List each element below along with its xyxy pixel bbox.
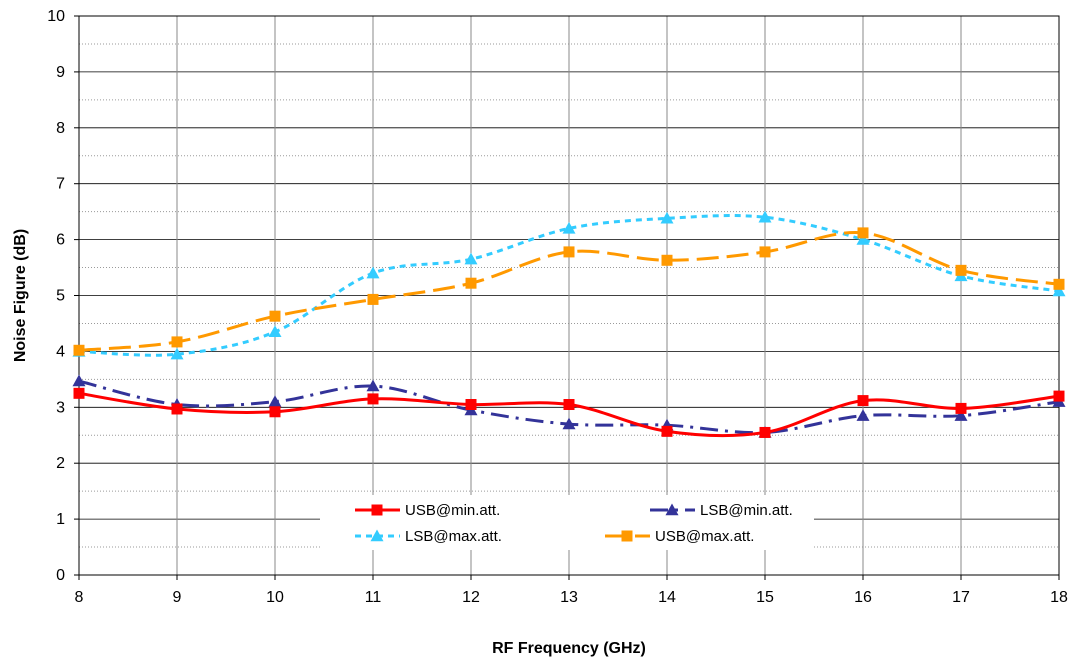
data-point-lsb-min-att [856,409,870,421]
x-tick-label: 17 [952,589,970,606]
legend-label-usb-min-att: USB@min.att. [405,502,500,519]
x-tick-label: 15 [756,589,774,606]
data-point-lsb-min-att [268,395,282,407]
data-point-lsb-min-att [72,374,86,387]
data-point-usb-max-att [955,264,967,276]
data-point-usb-min-att [367,393,379,405]
x-tick-label: 9 [173,589,182,606]
data-point-lsb-min-att [366,379,380,392]
y-tick-label: 10 [47,8,65,25]
legend-box [320,495,814,550]
y-tick-label: 3 [56,399,65,416]
data-point-usb-min-att [465,399,477,411]
data-point-usb-min-att [759,426,771,438]
data-point-usb-min-att [955,402,967,414]
data-point-usb-min-att [661,425,673,437]
series-line-lsb-max-att [78,214,1060,357]
series-usb-max-att [73,227,1065,356]
data-point-lsb-max-att [268,325,282,338]
data-point-lsb-min-att [562,417,576,430]
data-point-lsb-max-att [366,266,380,279]
data-point-usb-min-att [1053,390,1065,402]
legend-marker-lsb-max-att [370,529,384,542]
data-point-lsb-max-att [464,252,478,265]
y-tick-label: 1 [56,511,65,528]
data-point-lsb-max-att [856,233,870,245]
x-tick-label: 12 [462,589,480,606]
data-point-usb-min-att [857,395,869,407]
legend: USB@min.att. LSB@min.att. LSB@max.att. USB@… [320,495,814,550]
data-point-usb-max-att [367,293,379,305]
x-axis-title: RF Frequency (GHz) [492,640,646,657]
y-axis-title: Noise Figure (dB) [12,229,29,362]
x-tick-label: 10 [266,589,284,606]
y-tick-label: 9 [56,64,65,81]
y-tick-label: 5 [56,288,65,305]
data-point-usb-min-att [269,406,281,418]
data-point-lsb-min-att [954,409,968,421]
data-point-usb-max-att [563,246,575,258]
data-point-lsb-max-att [660,211,674,224]
legend-marker-lsb-min-att [665,503,679,516]
data-point-usb-max-att [857,227,869,239]
y-tick-label: 7 [56,176,65,193]
data-point-lsb-max-att [170,347,184,360]
x-tick-label: 8 [75,589,84,606]
data-point-usb-min-att [73,387,85,399]
data-point-usb-max-att [1053,278,1065,290]
legend-label-usb-max-att: USB@max.att. [655,528,754,545]
legend-label-lsb-min-att: LSB@min.att. [700,502,793,519]
data-point-usb-max-att [269,310,281,322]
x-tick-label: 18 [1050,589,1068,606]
data-point-lsb-max-att [758,210,772,223]
x-tick-label: 13 [560,589,578,606]
series-usb-min-att [73,387,1065,438]
data-point-usb-max-att [73,344,85,356]
x-tick-label: 14 [658,589,676,606]
data-point-usb-max-att [661,254,673,266]
y-tick-label: 0 [56,567,65,584]
data-point-usb-min-att [563,399,575,411]
y-tick-label: 6 [56,232,65,249]
y-tick-label: 4 [56,343,65,360]
data-point-usb-min-att [171,403,183,415]
x-tick-label: 11 [365,589,382,606]
y-tick-label: 2 [56,455,65,472]
data-point-lsb-max-att [1052,284,1066,297]
data-point-usb-max-att [465,277,477,289]
legend-marker-usb-max-att [621,530,633,542]
data-point-lsb-max-att [562,221,576,234]
y-tick-label: 8 [56,120,65,137]
legend-label-lsb-max-att: LSB@max.att. [405,528,502,545]
data-point-usb-max-att [171,336,183,348]
x-tick-label: 16 [854,589,872,606]
data-point-usb-max-att [759,246,771,258]
legend-marker-usb-min-att [371,504,383,516]
